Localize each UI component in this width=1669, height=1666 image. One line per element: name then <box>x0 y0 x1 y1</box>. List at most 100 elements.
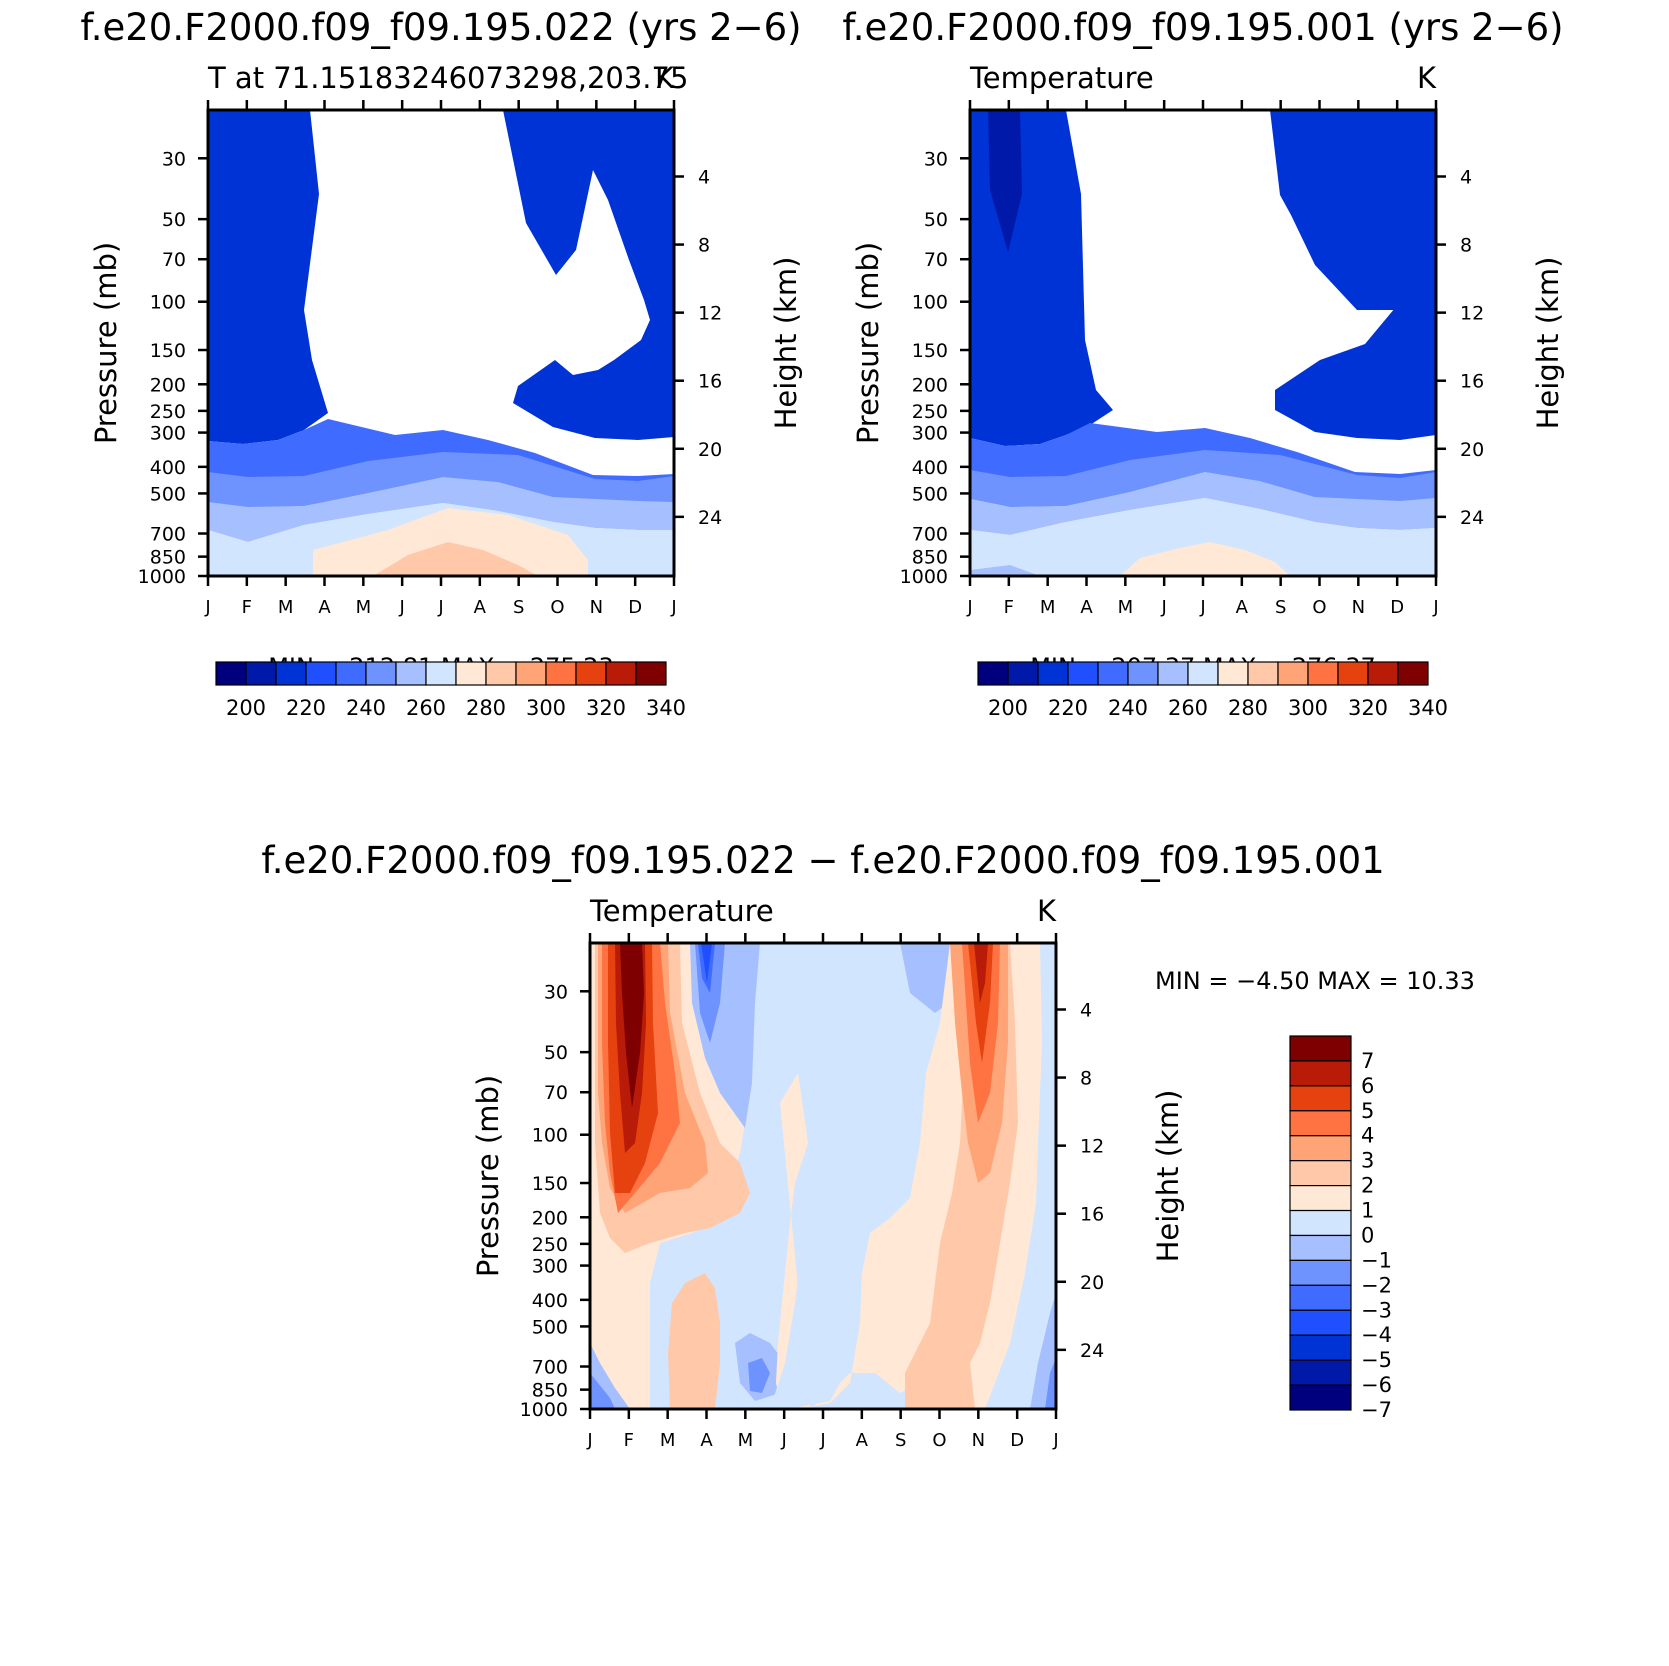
colorbar-label: −7 <box>1361 1398 1392 1422</box>
x-tick-label: O <box>932 1430 946 1451</box>
y2-tick-label: 12 <box>1460 303 1484 325</box>
y-tick-label: 70 <box>924 249 948 271</box>
y-tick-label: 50 <box>544 1042 568 1064</box>
x-tick-label: S <box>513 597 524 618</box>
contour-band-17 <box>770 1243 840 1409</box>
colorbar-swatch <box>1289 1110 1352 1137</box>
y2-tick-label: 16 <box>1460 371 1484 393</box>
colorbar-label: −3 <box>1361 1298 1392 1322</box>
x-tick-label: M <box>1040 597 1056 618</box>
x-tick-label: J <box>1161 597 1167 618</box>
colorbar-swatch <box>1007 661 1039 686</box>
colorbar-label: 240 <box>1108 696 1148 720</box>
y-tick-label: 150 <box>532 1173 568 1195</box>
y2-axis-label: Height (km) <box>1531 257 1565 430</box>
colorbar-swatch <box>215 661 247 686</box>
contour-band-8 <box>313 508 588 576</box>
x-tick-label: M <box>1118 597 1134 618</box>
y-tick-label: 250 <box>150 401 186 423</box>
colorbar-label: −5 <box>1361 1348 1392 1372</box>
colorbar-label: 300 <box>1288 696 1328 720</box>
y-tick-label: 850 <box>150 547 186 569</box>
y-tick-label: 300 <box>912 423 948 445</box>
x-tick-label: O <box>1312 597 1326 618</box>
panel-top-right: f.e20.F2000.f09_f09.195.001 (yrs 2−6) Te… <box>842 6 1565 720</box>
colorbar-label: 260 <box>1168 696 1208 720</box>
colorbar-swatch <box>1367 661 1399 686</box>
y-tick-label: 30 <box>544 981 568 1003</box>
x-tick-label: D <box>628 597 642 618</box>
y-tick-label: 100 <box>150 292 186 314</box>
y2-tick-label: 20 <box>1080 1272 1104 1294</box>
contour-band-24 <box>1045 1358 1056 1409</box>
y-tick-label: 70 <box>544 1082 568 1104</box>
contour-band-1 <box>988 110 1022 252</box>
x-tick-label: A <box>1080 597 1093 618</box>
y-tick-label: 1000 <box>520 1399 568 1421</box>
colorbar-swatch <box>1289 1209 1352 1237</box>
colorbar-label: 200 <box>988 696 1028 720</box>
x-tick-label: A <box>856 1430 869 1451</box>
colorbar-swatch <box>1289 1160 1352 1187</box>
colorbar-label: 220 <box>286 696 326 720</box>
colorbar-swatch <box>1289 1234 1352 1261</box>
y2-tick-label: 24 <box>1460 507 1484 529</box>
x-tick-label: N <box>1352 597 1365 618</box>
colorbar-swatch <box>605 661 637 686</box>
y-tick-label: 30 <box>924 148 948 170</box>
colorbar-swatch <box>485 661 517 686</box>
contour-band-4 <box>970 450 1436 507</box>
y2-tick-label: 4 <box>698 167 710 189</box>
colorbar-swatch <box>515 661 547 686</box>
y-tick-label: 70 <box>162 249 186 271</box>
y-tick-label: 850 <box>532 1380 568 1402</box>
contour-band-10 <box>208 562 268 576</box>
colorbar-swatch <box>1157 661 1189 686</box>
colorbar-label: 340 <box>1408 696 1448 720</box>
y-tick-label: 400 <box>912 457 948 479</box>
left-label: Temperature <box>589 894 774 928</box>
y-tick-label: 50 <box>162 209 186 231</box>
y-tick-label: 1000 <box>900 566 948 588</box>
colorbar-swatch <box>455 661 487 686</box>
colorbar-swatch <box>1289 1185 1352 1212</box>
y2-tick-label: 8 <box>1080 1068 1092 1090</box>
colorbar-swatch <box>1247 661 1279 686</box>
x-tick-label: S <box>1275 597 1286 618</box>
colorbar-swatch <box>395 661 427 686</box>
contour-band-22 <box>974 943 988 1003</box>
y-tick-label: 300 <box>150 423 186 445</box>
panel-title: f.e20.F2000.f09_f09.195.001 (yrs 2−6) <box>842 6 1563 49</box>
units-label: K <box>1037 894 1057 928</box>
colorbar-label: 200 <box>226 696 266 720</box>
colorbar-label: −4 <box>1361 1323 1392 1347</box>
colorbar-label: 300 <box>526 696 566 720</box>
colorbar-label: 280 <box>466 696 506 720</box>
left-label: T at 71.15183246073298,203.75 <box>207 61 688 95</box>
y-tick-label: 200 <box>912 374 948 396</box>
colorbar-label: 5 <box>1361 1099 1374 1123</box>
units-label: K <box>1417 61 1437 95</box>
x-tick-label: J <box>399 597 405 618</box>
colorbar-swatch <box>1097 661 1129 686</box>
x-tick-label: A <box>700 1430 713 1451</box>
colorbar-swatch <box>1289 1259 1352 1286</box>
colorbar-swatch <box>1337 661 1369 686</box>
x-tick-label: A <box>1236 597 1249 618</box>
colorbar-label: 260 <box>406 696 446 720</box>
min-max-label: MIN = −4.50 MAX = 10.33 <box>1155 967 1475 995</box>
y-tick-label: 30 <box>162 148 186 170</box>
colorbar-swatch <box>1067 661 1099 686</box>
colorbar-label: 0 <box>1361 1223 1374 1247</box>
contour-band-9 <box>373 542 538 576</box>
panel-top-left: f.e20.F2000.f09_f09.195.022 (yrs 2−6) T … <box>80 6 803 720</box>
left-label: Temperature <box>969 61 1154 95</box>
y-axis-label: Pressure (mb) <box>471 1075 505 1277</box>
y2-tick-label: 8 <box>1460 235 1472 257</box>
colorbar-swatch <box>1037 661 1069 686</box>
y-tick-label: 50 <box>924 209 948 231</box>
colorbar-swatch <box>1187 661 1219 686</box>
